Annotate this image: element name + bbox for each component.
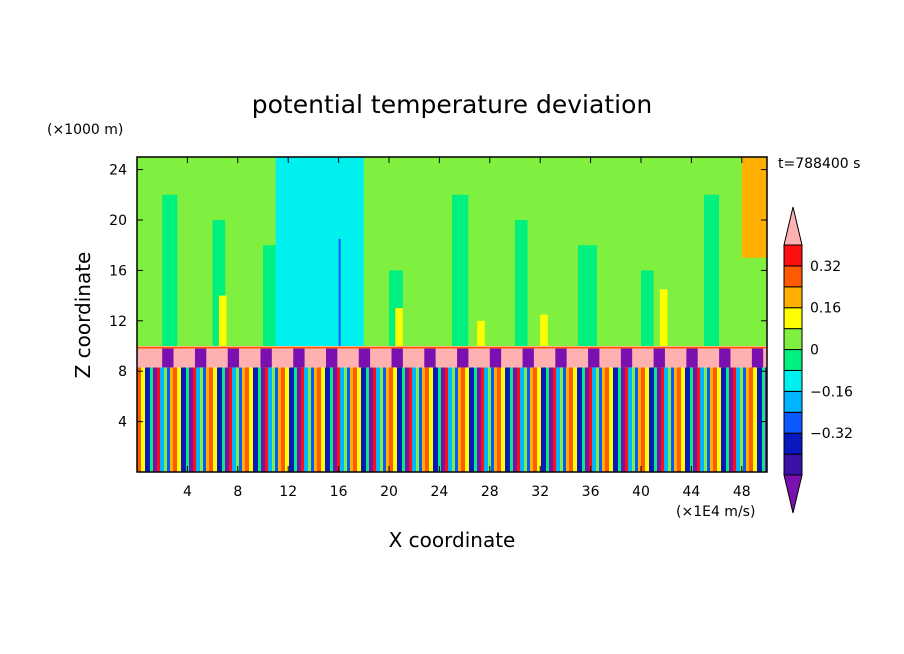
- inversion-cell: [358, 348, 371, 368]
- inversion-cell: [326, 348, 338, 368]
- upper-streak: [578, 245, 597, 346]
- warm-streak: [741, 157, 767, 258]
- inversion-cell: [424, 348, 436, 368]
- cold-column: [275, 157, 364, 346]
- y-tick-label: 4: [118, 415, 127, 431]
- upper-streak: [162, 194, 178, 346]
- inversion-cell: [719, 348, 731, 368]
- warm-plume: [218, 295, 227, 346]
- inversion-cell: [293, 348, 305, 368]
- upper-streak: [615, 220, 635, 346]
- inversion-cell: [391, 348, 403, 368]
- colorbar-box: [783, 265, 803, 288]
- warm-plume: [477, 320, 485, 346]
- upper-streak: [641, 270, 654, 346]
- x-tick-label: 32: [531, 484, 549, 500]
- colorbar-label: 0.32: [810, 259, 841, 275]
- time-label: t=788400 s: [778, 156, 860, 172]
- y-tick-label: 20: [109, 213, 127, 229]
- inversion-cell: [227, 348, 240, 368]
- chart-title: potential temperature deviation: [252, 90, 652, 119]
- warm-plume: [540, 314, 548, 346]
- warm-plume: [395, 308, 403, 346]
- inversion-cell: [588, 348, 600, 368]
- upper-streak: [704, 194, 720, 346]
- y-axis: 4 8 12 16 20 24: [109, 163, 767, 431]
- x-axis-label: X coordinate: [389, 528, 516, 552]
- upper-streak: [452, 194, 469, 346]
- inversion-cell: [162, 348, 174, 368]
- colorbar-bottom-arrow: [783, 474, 803, 514]
- inversion-cell: [686, 348, 698, 368]
- x-unit-label: (×1E4 m/s): [676, 504, 755, 520]
- x-tick-label: 16: [330, 484, 348, 500]
- blue-filament: [338, 238, 341, 346]
- colorbar-box: [783, 307, 803, 330]
- colorbar-box: [783, 286, 803, 309]
- colorbar-box: [783, 328, 803, 351]
- x-tick-label: 40: [632, 484, 650, 500]
- y-tick-label: 8: [118, 364, 127, 380]
- inversion-cell: [194, 348, 207, 368]
- y-unit-label: (×1000 m): [47, 122, 123, 138]
- plot-frame: [136, 156, 768, 473]
- inversion-top-edge: [137, 346, 767, 349]
- upper-streak: [515, 220, 528, 346]
- colorbar-box: [783, 390, 803, 413]
- inversion-cell: [489, 348, 502, 368]
- colorbar-box: [783, 244, 803, 267]
- x-tick-label: 36: [582, 484, 600, 500]
- x-axis: 4 8 12 16 20 24 28 32 36 40 44 48: [183, 157, 751, 500]
- inversion-cell: [653, 348, 665, 368]
- y-axis-label: Z coordinate: [71, 252, 95, 379]
- colorbar-box: [783, 349, 803, 371]
- colorbar-label: −0.32: [810, 426, 853, 442]
- colorbar-label: 0.16: [810, 301, 841, 317]
- colorbar-label: 0: [810, 343, 819, 359]
- inversion-cell: [751, 348, 764, 368]
- inversion-cell: [457, 348, 469, 368]
- colorbar-top-arrow: [783, 206, 803, 246]
- colorbar-label: −0.16: [810, 384, 853, 400]
- x-tick-label: 8: [233, 484, 242, 500]
- x-tick-label: 20: [380, 484, 398, 500]
- colorbar-box: [783, 369, 803, 392]
- x-tick-label: 48: [733, 484, 751, 500]
- y-tick-label: 12: [109, 314, 127, 330]
- warm-plume: [659, 289, 668, 346]
- inversion-cell: [555, 348, 567, 368]
- inversion-cell: [260, 348, 272, 368]
- y-tick-label: 24: [109, 163, 127, 179]
- heatmap-field: [137, 157, 767, 472]
- inversion-cell: [620, 348, 633, 368]
- x-tick-label: 12: [279, 484, 297, 500]
- x-tick-label: 44: [682, 484, 700, 500]
- x-tick-label: 24: [430, 484, 448, 500]
- colorbar-box: [783, 432, 803, 455]
- x-tick-label: 4: [183, 484, 192, 500]
- upper-streak: [426, 245, 440, 346]
- colorbar-box: [783, 453, 803, 476]
- turbulent-region: [137, 367, 767, 472]
- colorbar: 0.32 0.16 0 −0.16 −0.32: [783, 206, 853, 514]
- y-tick-label: 16: [109, 263, 127, 279]
- colorbar-box: [783, 411, 803, 434]
- x-tick-label: 28: [481, 484, 499, 500]
- inversion-cell: [522, 348, 534, 368]
